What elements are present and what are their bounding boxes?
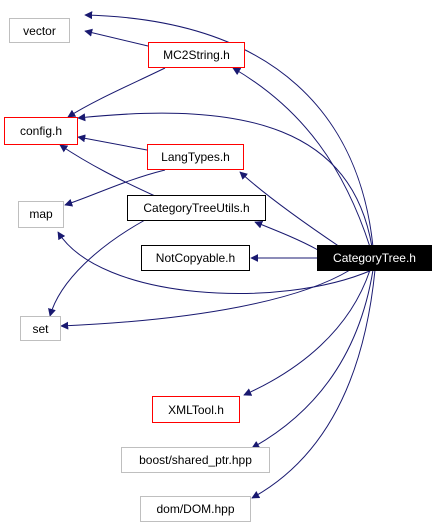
node-langtypes-label: LangTypes.h: [161, 150, 230, 164]
edge-categorytreeutils-set: [48, 219, 146, 317]
node-map[interactable]: map: [18, 201, 64, 228]
node-categorytree-label: CategoryTree.h: [333, 251, 416, 265]
dependency-nodes: vector MC2String.h config.h LangTypes.h …: [4, 18, 432, 522]
node-dom[interactable]: dom/DOM.hpp: [140, 496, 251, 522]
edge-categorytree-categorytreeutils: [254, 220, 319, 251]
node-categorytree[interactable]: CategoryTree.h: [317, 245, 432, 271]
edge-categorytree-dom: [251, 269, 376, 499]
node-dom-label: dom/DOM.hpp: [156, 502, 234, 516]
node-map-label: map: [29, 207, 53, 221]
node-mc2string-box: [148, 42, 245, 68]
node-mc2string-label: MC2String.h: [163, 48, 230, 62]
node-config[interactable]: config.h: [4, 117, 78, 145]
node-categorytree-box: [317, 245, 432, 271]
node-set[interactable]: set: [20, 316, 61, 341]
edge-langtypes-map: [64, 169, 166, 207]
node-vector[interactable]: vector: [9, 18, 70, 43]
node-categorytreeutils-label: CategoryTreeUtils.h: [143, 201, 249, 215]
node-notcopyable-label: NotCopyable.h: [156, 251, 235, 265]
node-categorytreeutils-box: [127, 195, 266, 221]
edge-categorytree-map: [57, 231, 373, 294]
node-vector-label: vector: [23, 24, 56, 38]
edge-categorytree-langtypes: [239, 171, 341, 248]
edge-langtypes-config: [77, 134, 148, 151]
node-langtypes-box: [147, 144, 244, 170]
node-map-box: [18, 201, 64, 228]
node-shared-ptr[interactable]: boost/shared_ptr.hpp: [121, 447, 270, 473]
node-set-label: set: [32, 322, 49, 336]
edge-categorytree-shared-ptr: [251, 269, 374, 449]
edge-categorytree-vector: [84, 11, 374, 248]
edge-categorytree-set: [60, 269, 351, 330]
edge-categorytreeutils-config: [59, 144, 156, 197]
node-dom-box: [140, 496, 251, 522]
node-shared-ptr-box: [121, 447, 270, 473]
node-config-label: config.h: [20, 124, 62, 138]
node-notcopyable-box: [141, 245, 250, 271]
node-shared-ptr-label: boost/shared_ptr.hpp: [139, 453, 252, 467]
edge-mc2string-config: [67, 67, 166, 118]
node-langtypes[interactable]: LangTypes.h: [147, 144, 244, 170]
node-set-box: [20, 316, 61, 341]
edge-mc2string-vector: [84, 28, 149, 47]
node-notcopyable[interactable]: NotCopyable.h: [141, 245, 250, 271]
dependency-edges: [48, 11, 376, 499]
edge-categorytree-xmltool: [243, 269, 371, 396]
node-xmltool-label: XMLTool.h: [168, 403, 224, 417]
node-xmltool[interactable]: XMLTool.h: [152, 396, 240, 423]
node-mc2string[interactable]: MC2String.h: [148, 42, 245, 68]
node-xmltool-box: [152, 396, 240, 423]
node-categorytreeutils[interactable]: CategoryTreeUtils.h: [127, 195, 266, 221]
node-config-box: [4, 117, 78, 145]
edge-categorytree-config: [77, 112, 373, 248]
node-vector-box: [9, 18, 70, 43]
edge-categorytree-mc2string: [232, 67, 371, 248]
